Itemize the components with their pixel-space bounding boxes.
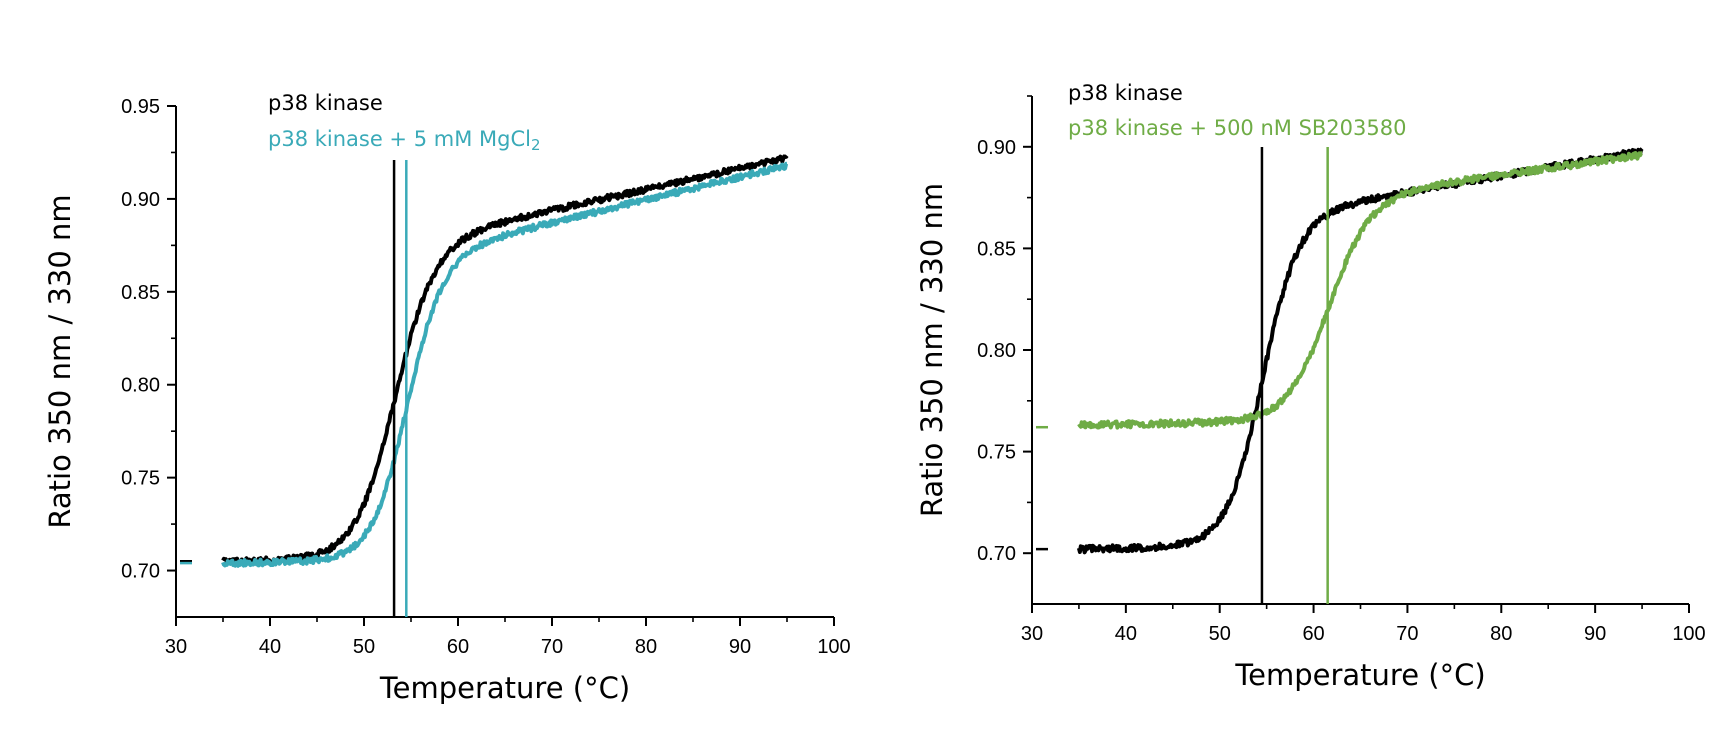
x-tick-label: 30: [1021, 623, 1043, 645]
legend-subscript: 2: [531, 136, 541, 154]
x-tick-label: 60: [1302, 623, 1324, 645]
y-tick-label: 0.70: [121, 561, 160, 583]
x-tick-label: 50: [353, 636, 375, 658]
x-tick-label: 70: [541, 636, 563, 658]
y-tick-label: 0.80: [977, 340, 1016, 362]
x-tick-label: 90: [1584, 623, 1606, 645]
legend-label: p38 kinase: [268, 91, 383, 115]
x-tick-label: 100: [1672, 623, 1705, 645]
legend-label: p38 kinase: [1068, 81, 1183, 105]
x-tick-label: 40: [259, 636, 281, 658]
y-axis-title: Ratio 350 nm / 330 nm: [915, 183, 949, 517]
series-line: [1076, 147, 1644, 555]
legend-label: p38 kinase + 500 nM SB203580: [1068, 116, 1406, 140]
chart-panel-1: 30 40 50 60 70 80 90 100 0.70 0.75 0.80 0.85 0.90 0.9…: [43, 91, 851, 705]
legend-entry: p38 kinase: [1068, 81, 1183, 105]
legend-entry: p38 kinase + 500 nM SB203580: [1068, 116, 1406, 140]
y-axis-title: Ratio 350 nm / 330 nm: [43, 194, 77, 528]
series-line: [221, 154, 789, 566]
x-tick-label: 90: [729, 636, 751, 658]
x-axis-title: Temperature (°C): [379, 671, 630, 705]
y-tick-label: 0.90: [977, 137, 1016, 159]
x-tick-label: 80: [635, 636, 657, 658]
legend-entry: p38 kinase + 5 mM MgCl2: [268, 127, 541, 154]
y-tick-label: 0.75: [977, 442, 1016, 464]
y-tick-label: 0.80: [121, 375, 160, 397]
chart-panel-2: 30 40 50 60 70 80 90 100 0.70 0.75 0.80 0.85 0.90 Rat…: [915, 81, 1706, 692]
y-tick-label: 0.85: [977, 238, 1016, 260]
y-tick-label: 0.70: [977, 543, 1016, 565]
x-tick-label: 80: [1490, 623, 1512, 645]
y-tick-label: 0.90: [121, 189, 160, 211]
legend-entry: p38 kinase: [268, 91, 383, 115]
x-tick-label: 30: [165, 636, 187, 658]
x-axis-title: Temperature (°C): [1234, 658, 1485, 692]
legend-label: p38 kinase + 5 mM MgCl: [268, 127, 531, 151]
series-line: [221, 161, 789, 568]
series-line: [1077, 151, 1644, 430]
x-tick-label: 100: [817, 636, 850, 658]
y-tick-label: 0.95: [121, 96, 160, 118]
x-tick-label: 40: [1115, 623, 1137, 645]
x-tick-label: 50: [1209, 623, 1231, 645]
x-tick-label: 70: [1396, 623, 1418, 645]
y-tick-label: 0.75: [121, 468, 160, 490]
x-tick-label: 60: [447, 636, 469, 658]
y-tick-label: 0.85: [121, 282, 160, 304]
